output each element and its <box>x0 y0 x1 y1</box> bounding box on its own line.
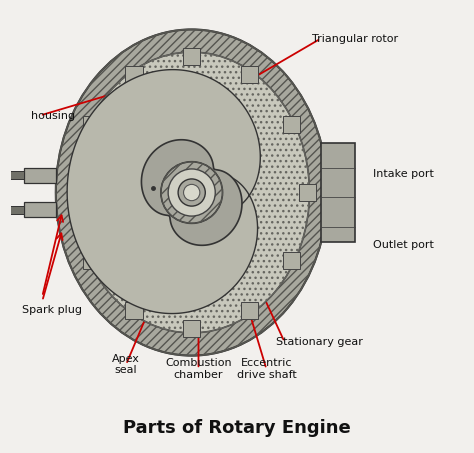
FancyBboxPatch shape <box>24 168 56 183</box>
FancyBboxPatch shape <box>8 171 24 179</box>
Ellipse shape <box>74 52 310 333</box>
Ellipse shape <box>56 29 328 356</box>
FancyBboxPatch shape <box>299 184 316 201</box>
Text: Outlet port: Outlet port <box>373 240 434 250</box>
Text: Eccentric
drive shaft: Eccentric drive shaft <box>237 358 296 380</box>
Text: Spark plug: Spark plug <box>22 305 82 315</box>
Text: housing: housing <box>31 111 75 120</box>
FancyBboxPatch shape <box>83 252 100 269</box>
FancyBboxPatch shape <box>183 320 201 337</box>
Circle shape <box>161 162 222 223</box>
FancyBboxPatch shape <box>283 116 301 133</box>
Circle shape <box>178 179 205 206</box>
FancyBboxPatch shape <box>125 66 143 83</box>
FancyBboxPatch shape <box>83 116 100 133</box>
FancyBboxPatch shape <box>68 184 85 201</box>
Text: Triangular rotor: Triangular rotor <box>312 34 398 43</box>
Text: Parts of Rotary Engine: Parts of Rotary Engine <box>123 419 351 437</box>
FancyBboxPatch shape <box>183 48 201 65</box>
FancyBboxPatch shape <box>241 302 258 319</box>
Circle shape <box>168 169 215 216</box>
Text: Combustion
chamber: Combustion chamber <box>165 358 232 380</box>
FancyBboxPatch shape <box>8 206 24 214</box>
FancyBboxPatch shape <box>24 202 56 217</box>
Polygon shape <box>67 70 260 313</box>
Text: Stationary gear: Stationary gear <box>275 337 363 347</box>
Circle shape <box>183 184 200 201</box>
FancyBboxPatch shape <box>321 143 355 242</box>
Polygon shape <box>141 140 242 246</box>
FancyBboxPatch shape <box>241 66 258 83</box>
FancyBboxPatch shape <box>125 302 143 319</box>
Text: Apex
seal: Apex seal <box>112 354 140 376</box>
Text: Intake port: Intake port <box>373 169 434 179</box>
FancyBboxPatch shape <box>283 252 301 269</box>
